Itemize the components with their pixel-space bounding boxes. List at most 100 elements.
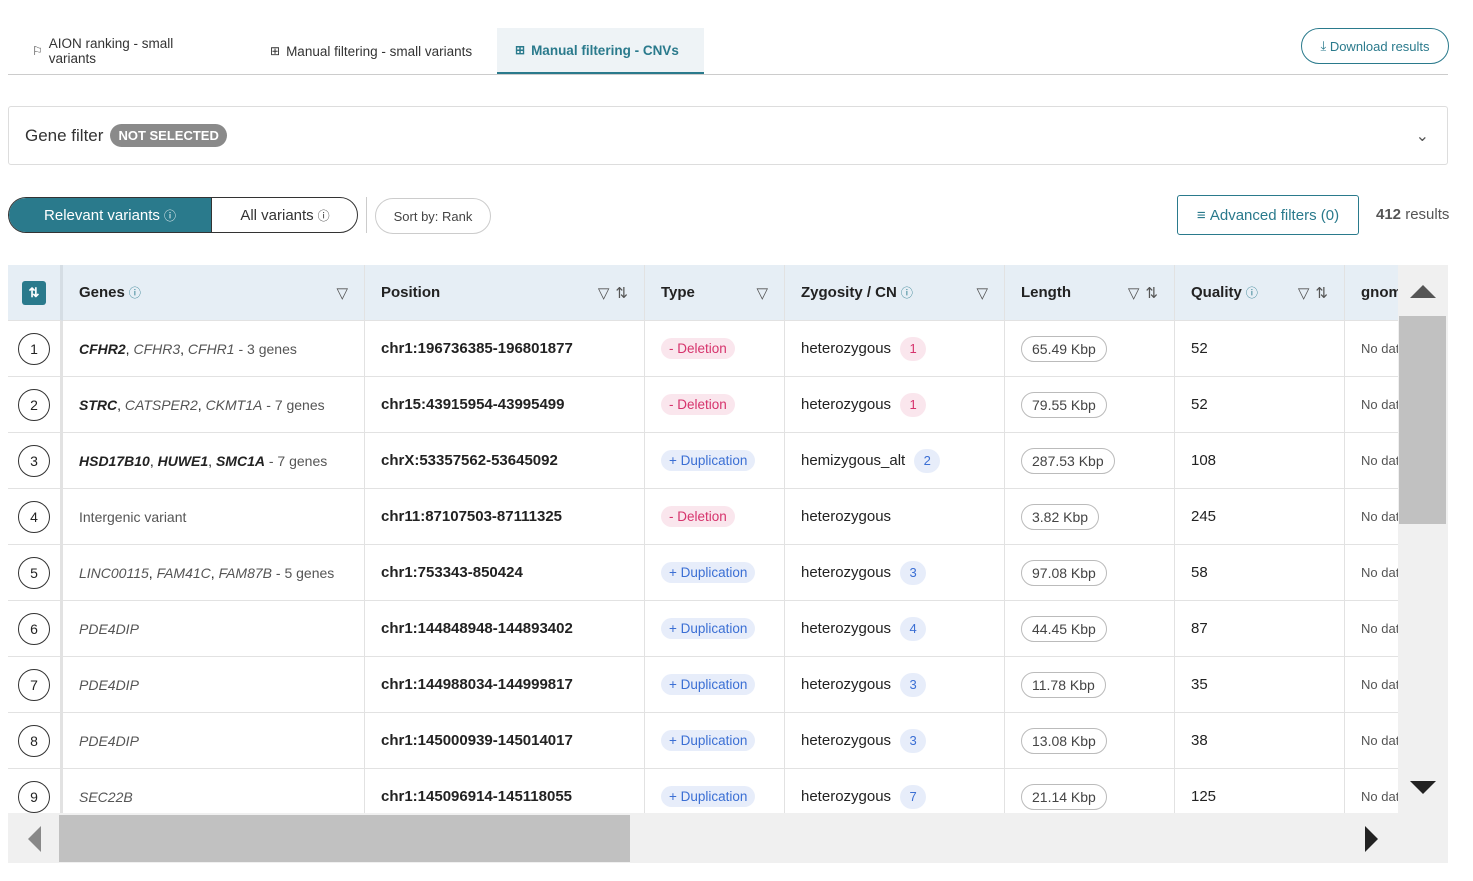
table-cell: + Duplication <box>645 433 785 489</box>
table-cell: 79.55 Kbp <box>1005 377 1175 433</box>
filter-icon[interactable]: ▽ <box>756 285 768 302</box>
copy-number: 7 <box>900 785 926 809</box>
copy-number: 1 <box>900 393 926 417</box>
table-cell: heterozygous <box>785 489 1005 545</box>
rank-badge: 9 <box>18 781 50 813</box>
gene-name: PDE4DIP <box>79 677 139 693</box>
position: chrX:53357562-53645092 <box>381 452 558 469</box>
filter-icon[interactable]: ▽ <box>336 285 348 302</box>
type-pill: + Duplication <box>661 786 755 807</box>
quality: 245 <box>1191 508 1216 525</box>
table-cell: No data <box>1345 601 1398 657</box>
length-pill: 13.08 Kbp <box>1021 728 1107 754</box>
table-cell: chr1:196736385-196801877 <box>365 321 645 377</box>
advanced-filters-button[interactable]: ≡ Advanced filters (0) <box>1177 195 1359 235</box>
table-cell: 1 <box>8 321 63 377</box>
sort-icon[interactable]: ⇅ <box>1315 285 1328 302</box>
length-pill: 287.53 Kbp <box>1021 448 1115 474</box>
info-icon: ⓘ <box>1246 284 1258 301</box>
gnomad: No data <box>1361 733 1398 748</box>
filter-icon[interactable]: ▽ <box>1298 285 1310 302</box>
zygosity: heterozygous <box>801 620 891 637</box>
gene-name: LINC00115 <box>79 565 149 581</box>
type-pill: + Duplication <box>661 674 755 695</box>
scroll-right[interactable] <box>1365 826 1378 852</box>
sort-icon[interactable]: ⇅ <box>615 285 628 302</box>
toggle-option[interactable]: All variantsⓘ <box>211 198 358 232</box>
table-cell: heterozygous3 <box>785 713 1005 769</box>
position: chr1:145000939-145014017 <box>381 732 573 749</box>
table-cell: chr1:753343-850424 <box>365 545 645 601</box>
scroll-left[interactable] <box>28 826 41 852</box>
table-cell: chr1:145000939-145014017 <box>365 713 645 769</box>
v-scrollbar[interactable] <box>1398 265 1448 813</box>
table-cell: CFHR2, CFHR3, CFHR1 - 3 genes <box>63 321 365 377</box>
table-cell: 3 <box>8 433 63 489</box>
position: chr1:196736385-196801877 <box>381 340 573 357</box>
type-pill: - Deletion <box>661 338 735 359</box>
type-pill: - Deletion <box>661 506 735 527</box>
tab[interactable]: ⚐AION ranking - small variants <box>14 28 238 74</box>
table-cell: 6 <box>8 601 63 657</box>
column-icons: ▽ <box>756 284 768 302</box>
header-cell: Qualityⓘ▽⇅ <box>1175 265 1345 321</box>
length-pill: 21.14 Kbp <box>1021 784 1107 810</box>
scroll-up[interactable] <box>1410 285 1436 298</box>
separator: - <box>262 397 274 413</box>
h-scrollbar[interactable] <box>8 813 1448 863</box>
length-pill: 44.45 Kbp <box>1021 616 1107 642</box>
rank-badge: 6 <box>18 613 50 645</box>
table-cell: LINC00115, FAM41C, FAM87B - 5 genes <box>63 545 365 601</box>
column-icons: ▽ <box>336 284 348 302</box>
table-cell: SEC22B <box>63 769 365 813</box>
sort-icon[interactable]: ⇅ <box>1145 285 1158 302</box>
rank-badge: 8 <box>18 725 50 757</box>
tab[interactable]: ⊞Manual filtering - CNVs <box>497 28 704 74</box>
table-cell: 97.08 Kbp <box>1005 545 1175 601</box>
table-cell: - Deletion <box>645 321 785 377</box>
zygosity: heterozygous <box>801 396 891 413</box>
table-cell: heterozygous3 <box>785 545 1005 601</box>
gene-name: CATSPER2 <box>125 397 198 413</box>
copy-number: 1 <box>900 337 926 361</box>
download-button[interactable]: ⤓ Download results <box>1301 28 1449 64</box>
table-cell: No data <box>1345 545 1398 601</box>
tab[interactable]: ⊞Manual filtering - small variants <box>252 28 494 74</box>
table-cell: No data <box>1345 377 1398 433</box>
gene-filter-status: NOT SELECTED <box>110 124 226 147</box>
table-cell: 245 <box>1175 489 1345 545</box>
filter-icon[interactable]: ▽ <box>976 285 988 302</box>
column-label: Position <box>381 284 440 301</box>
toggle-label: All variants <box>240 207 313 224</box>
gene-filter-panel[interactable]: Gene filter NOT SELECTED ⌄ <box>8 106 1448 165</box>
table-cell: chr15:43915954-43995499 <box>365 377 645 433</box>
table-cell: 3.82 Kbp <box>1005 489 1175 545</box>
quality: 38 <box>1191 732 1208 749</box>
gene-name: SEC22B <box>79 789 133 805</box>
table-cell: - Deletion <box>645 377 785 433</box>
position: chr15:43915954-43995499 <box>381 396 565 413</box>
toggle-option[interactable]: Relevant variantsⓘ <box>9 198 211 232</box>
filter-icon[interactable]: ▽ <box>598 285 610 302</box>
separator: - <box>272 565 284 581</box>
v-scroll-thumb[interactable] <box>1399 316 1446 524</box>
sort-button[interactable]: Sort by: Rank <box>375 198 491 234</box>
table-cell: 8 <box>8 713 63 769</box>
filter-icon[interactable]: ▽ <box>1128 285 1140 302</box>
tab-icon: ⚐ <box>32 44 43 58</box>
table-cell: 52 <box>1175 377 1345 433</box>
scroll-down[interactable] <box>1410 781 1436 794</box>
h-scroll-thumb[interactable] <box>59 815 630 862</box>
header-cell: Genesⓘ▽ <box>63 265 365 321</box>
rank-badge: 5 <box>18 557 50 589</box>
table-cell: 5 <box>8 545 63 601</box>
gene-count: 7 genes <box>277 453 327 469</box>
column-icons: ▽⇅ <box>1298 284 1328 302</box>
rank-badge: 7 <box>18 669 50 701</box>
type-pill: + Duplication <box>661 450 755 471</box>
quality: 87 <box>1191 620 1208 637</box>
quality: 52 <box>1191 340 1208 357</box>
quality: 108 <box>1191 452 1216 469</box>
table-cell: heterozygous3 <box>785 657 1005 713</box>
table-cell: 35 <box>1175 657 1345 713</box>
